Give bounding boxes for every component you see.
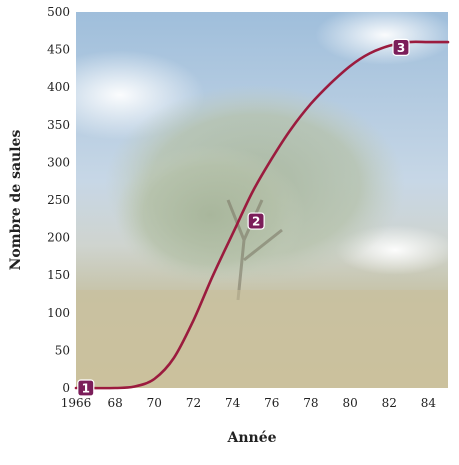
y-tick-label: 50 [55, 343, 70, 357]
y-axis-ticks: 0 50 100 150 200 250 300 350 400 450 500 [47, 5, 70, 395]
x-tick-label: 84 [421, 396, 437, 410]
y-tick-label: 250 [47, 193, 70, 207]
photo-background [76, 12, 448, 388]
y-tick-label: 400 [47, 80, 70, 94]
x-axis-title: Année [226, 430, 276, 446]
marker-label: 3 [397, 41, 405, 55]
y-tick-label: 200 [47, 231, 70, 245]
y-tick-label: 0 [62, 381, 70, 395]
cloud-shape [315, 12, 448, 65]
marker-3: 3 [392, 38, 410, 56]
x-tick-label: 68 [108, 396, 123, 410]
series-line [74, 40, 450, 390]
x-tick-label: 82 [382, 396, 397, 410]
marker-box [77, 379, 95, 397]
marker-label: 2 [252, 215, 260, 229]
x-axis-ticks: 1966 68 70 72 74 76 78 80 82 84 [61, 396, 437, 410]
grass-ground [76, 290, 448, 388]
marker-label: 1 [82, 382, 90, 396]
y-axis-title: Nombre de saules [8, 130, 24, 271]
y-tick-label: 450 [47, 43, 70, 57]
y-tick-label: 350 [47, 118, 70, 132]
x-tick-label: 76 [264, 396, 279, 410]
tree-canopy [115, 145, 305, 285]
y-tick-label: 150 [47, 268, 70, 282]
x-tick-label: 1966 [61, 396, 92, 410]
marker-2: 2 [247, 212, 265, 230]
y-tick-label: 300 [47, 155, 70, 169]
marker-1: 1 [77, 379, 95, 397]
x-tick-label: 78 [303, 396, 318, 410]
y-tick-label: 500 [47, 5, 70, 19]
x-tick-label: 72 [186, 396, 201, 410]
marker-box [247, 212, 265, 230]
x-tick-label: 70 [147, 396, 162, 410]
x-tick-label: 80 [342, 396, 357, 410]
x-tick-label: 74 [225, 396, 241, 410]
marker-box [392, 38, 410, 56]
markers: 1 2 3 [77, 38, 410, 397]
y-tick-label: 100 [47, 306, 70, 320]
